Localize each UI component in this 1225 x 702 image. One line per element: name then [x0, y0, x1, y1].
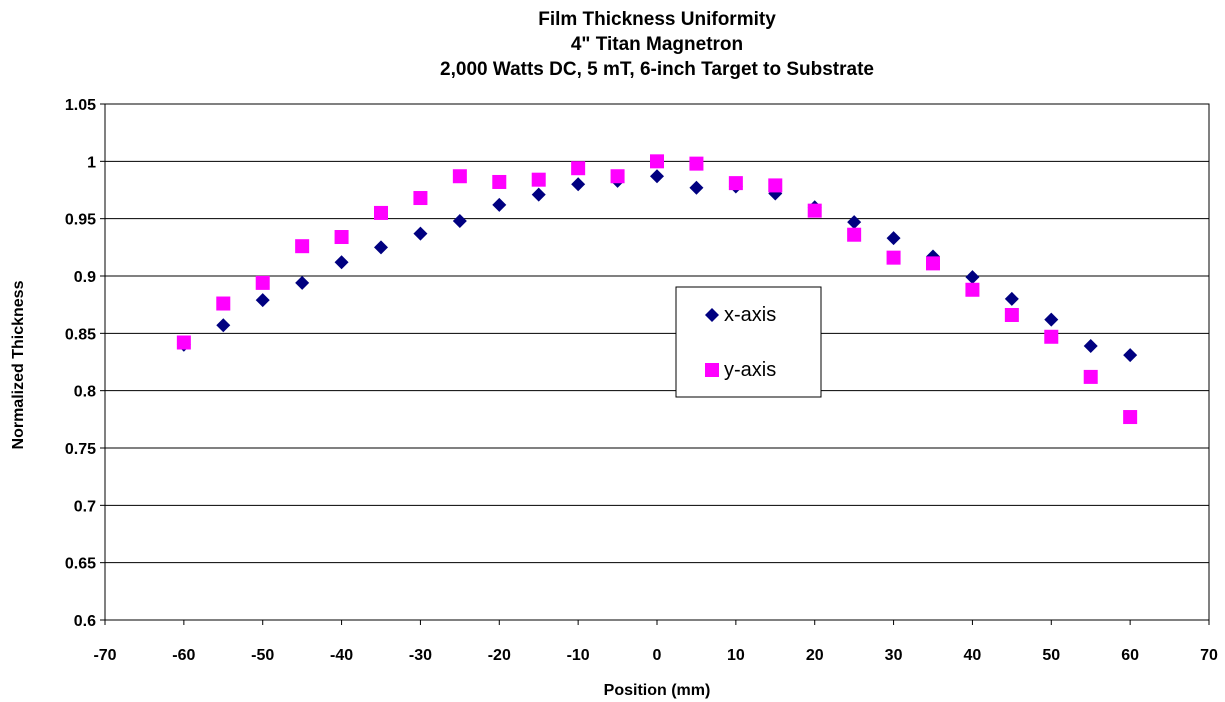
- x-axis-point: [571, 177, 586, 192]
- y-axis-point: [1123, 410, 1138, 425]
- y-tick-label: 0.9: [74, 269, 96, 286]
- y-axis-point: [571, 161, 586, 176]
- x-tick-label: -50: [251, 647, 274, 664]
- x-axis-point: [295, 275, 310, 290]
- y-axis-point: [413, 191, 428, 206]
- y-axis-point: [926, 256, 940, 271]
- legend-label-x-axis: x-axis: [724, 304, 776, 326]
- x-axis-point: [255, 293, 270, 308]
- x-axis-point: [1004, 291, 1019, 306]
- y-axis-point: [531, 172, 546, 187]
- x-axis-ticks: -70 -60 -50 -40 -30 -20 -10 0 10 20 30 40 50 60 70: [93, 620, 1218, 664]
- chart-title: Film Thickness Uniformity 4" Titan Magne…: [440, 9, 874, 80]
- x-tick-label: 10: [727, 647, 745, 664]
- x-axis-point: [1083, 338, 1098, 353]
- x-tick-label: 40: [964, 647, 982, 664]
- y-axis-point: [374, 205, 388, 220]
- x-tick-label: 20: [806, 647, 824, 664]
- x-tick-label: -30: [409, 647, 432, 664]
- y-tick-label: 0.8: [74, 384, 96, 401]
- y-axis-point: [176, 335, 191, 350]
- legend-box: [675, 286, 822, 398]
- x-axis-point: [413, 226, 428, 241]
- data-markers: [176, 154, 1138, 425]
- x-tick-label: 50: [1042, 647, 1060, 664]
- y-tick-label: 1.05: [65, 97, 96, 114]
- x-tick-label: 70: [1200, 647, 1218, 664]
- x-tick-label: -60: [172, 647, 195, 664]
- x-tick-label: -40: [330, 647, 353, 664]
- y-axis-point: [610, 169, 625, 184]
- y-axis-point: [886, 250, 901, 265]
- y-axis-point: [847, 227, 862, 242]
- y-axis-point: [807, 203, 822, 218]
- x-axis-point: [334, 255, 349, 270]
- x-tick-label: 0: [653, 647, 662, 664]
- y-axis-point: [650, 154, 664, 169]
- y-axis-point: [728, 176, 743, 191]
- x-axis-point: [531, 187, 546, 202]
- y-axis-point: [255, 275, 270, 290]
- chart-title-line-2: 4" Titan Magnetron: [571, 34, 743, 55]
- y-axis-point: [1083, 369, 1098, 384]
- x-tick-label: -10: [567, 647, 590, 664]
- y-axis-point: [452, 169, 467, 184]
- legend-symbol-diamond: [705, 308, 719, 322]
- y-tick-label: 0.95: [65, 212, 96, 229]
- y-tick-label: 1: [87, 154, 96, 171]
- x-axis-point: [216, 318, 231, 333]
- y-axis-title: Normalized Thickness: [10, 280, 27, 449]
- y-axis-point: [1044, 329, 1059, 344]
- y-axis-ticks: 0.6 0.65 0.7 0.75 0.8 0.85 0.9 0.95 1 1.05: [65, 97, 105, 630]
- x-axis-title: Position (mm): [604, 682, 711, 699]
- x-tick-label: -70: [93, 647, 116, 664]
- y-tick-label: 0.75: [65, 441, 96, 458]
- y-axis-point: [492, 174, 507, 189]
- y-tick-label: 0.85: [65, 326, 96, 343]
- x-axis-point: [650, 169, 664, 184]
- x-axis-point: [452, 213, 467, 228]
- y-axis-point: [689, 156, 704, 171]
- y-axis-point: [334, 230, 349, 245]
- y-axis-point: [1004, 307, 1019, 322]
- y-axis-point: [216, 296, 231, 311]
- legend-label-y-axis: y-axis: [724, 359, 776, 381]
- legend-marker-y-axis: [705, 363, 719, 377]
- y-axis-point: [965, 282, 980, 297]
- x-axis-point: [1123, 348, 1138, 363]
- x-axis-point: [847, 215, 862, 230]
- x-tick-label: 30: [885, 647, 903, 664]
- x-axis-point: [886, 231, 901, 246]
- y-tick-label: 0.7: [74, 498, 96, 515]
- x-axis-point: [374, 240, 388, 255]
- y-tick-label: 0.65: [65, 556, 96, 573]
- x-axis-point: [965, 270, 980, 285]
- x-tick-label: 60: [1121, 647, 1139, 664]
- chart-title-line-3: 2,000 Watts DC, 5 mT, 6-inch Target to S…: [440, 59, 874, 80]
- x-axis-point: [492, 197, 507, 212]
- y-axis-point: [768, 178, 783, 193]
- x-axis-point: [689, 180, 704, 195]
- legend: x-axis y-axis: [675, 286, 822, 398]
- chart-title-line-1: Film Thickness Uniformity: [538, 9, 776, 30]
- y-axis-point: [295, 239, 310, 254]
- x-axis-point: [1044, 312, 1059, 327]
- legend-symbol-square: [705, 363, 719, 377]
- series-y-axis: [176, 154, 1138, 425]
- y-tick-label: 0.6: [74, 613, 96, 630]
- x-tick-label: -20: [488, 647, 511, 664]
- legend-marker-x-axis: [705, 308, 719, 322]
